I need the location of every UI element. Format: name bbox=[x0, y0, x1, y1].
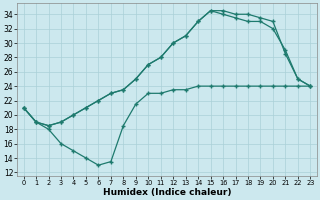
X-axis label: Humidex (Indice chaleur): Humidex (Indice chaleur) bbox=[103, 188, 231, 197]
